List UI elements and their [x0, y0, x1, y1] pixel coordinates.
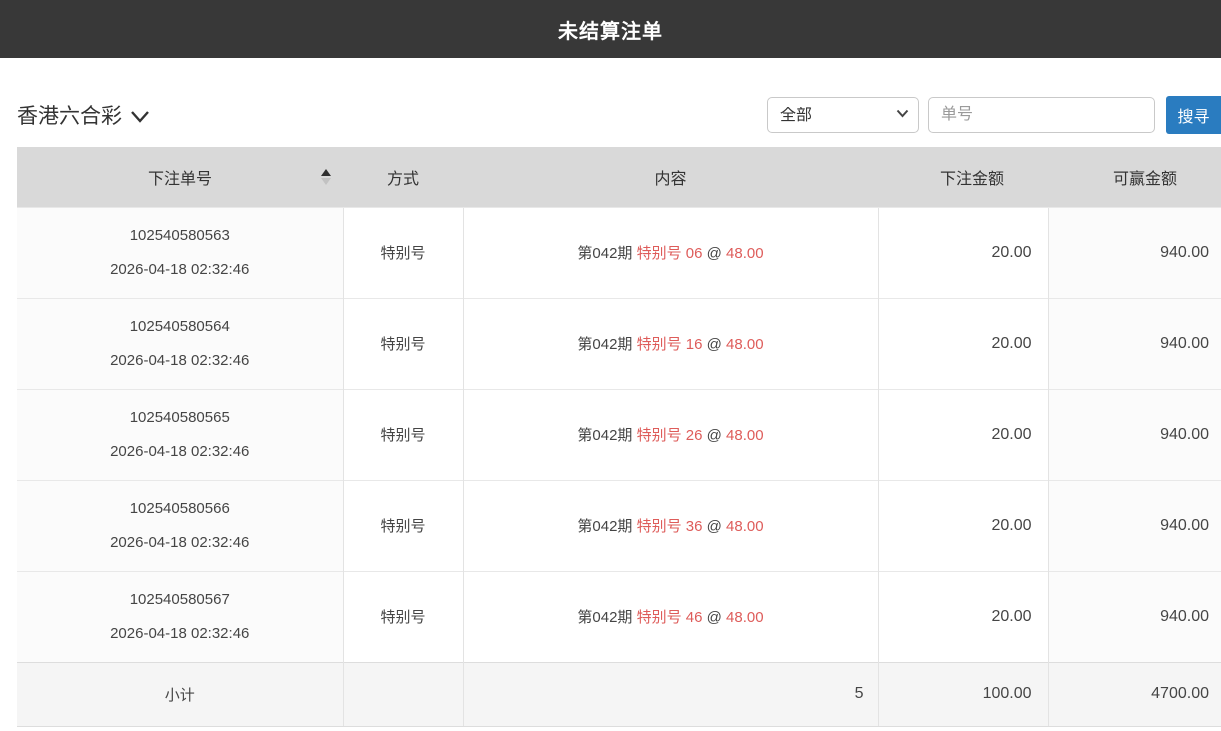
subtotal-row: 小计 5 100.00 4700.00 — [17, 661, 1221, 727]
order-number-input[interactable] — [928, 97, 1155, 133]
order-number: 102540580563 — [129, 226, 230, 244]
draw-period: 第042期 — [577, 336, 633, 353]
bet-amount: 20.00 — [877, 206, 1048, 298]
order-no-cell: 102540580567 2026-04-18 02:32:46 — [17, 570, 343, 662]
titlebar: 未结算注单 — [0, 0, 1221, 58]
order-no-cell: 102540580563 2026-04-18 02:32:46 — [17, 206, 343, 298]
win-amount: 940.00 — [1047, 297, 1221, 389]
order-number: 102540580567 — [129, 590, 230, 608]
bet-odds: 48.00 — [726, 609, 764, 626]
bet-pick: 特别号 16 — [636, 336, 703, 353]
subtotal-method-cell — [342, 661, 463, 727]
lottery-name: 香港六合彩 — [17, 105, 122, 128]
at-sign: @ — [706, 609, 722, 626]
draw-period: 第042期 — [577, 427, 633, 444]
order-number: 102540580564 — [129, 317, 230, 335]
order-no-cell: 102540580566 2026-04-18 02:32:46 — [17, 479, 343, 571]
bet-method: 特别号 — [342, 388, 463, 480]
type-filter-select[interactable]: 全部 — [767, 97, 919, 133]
bet-content: 第042期 特别号 36 @ 48.00 — [462, 479, 878, 571]
bet-timestamp: 2026-04-18 02:32:46 — [110, 442, 250, 460]
order-number: 102540580565 — [129, 408, 230, 426]
search-button[interactable]: 搜寻 — [1166, 96, 1221, 134]
column-header-bet-amount[interactable]: 下注金额 — [878, 147, 1048, 207]
bet-table-footer: 小计 5 100.00 4700.00 — [17, 661, 1221, 727]
column-header-win-amount[interactable]: 可赢金额 — [1048, 147, 1221, 207]
bet-method: 特别号 — [342, 206, 463, 298]
bet-row: 102540580567 2026-04-18 02:32:46 特别号 第04… — [17, 570, 1221, 662]
sort-icons — [321, 168, 331, 185]
sort-desc-icon — [321, 177, 331, 185]
column-header-method[interactable]: 方式 — [343, 147, 463, 207]
bet-row: 102540580563 2026-04-18 02:32:46 特别号 第04… — [17, 206, 1221, 298]
bet-amount: 20.00 — [877, 388, 1048, 480]
order-no-cell: 102540580564 2026-04-18 02:32:46 — [17, 297, 343, 389]
bet-content: 第042期 特别号 26 @ 48.00 — [462, 388, 878, 480]
bet-method: 特别号 — [342, 297, 463, 389]
bet-amount: 20.00 — [877, 479, 1048, 571]
bet-method: 特别号 — [342, 479, 463, 571]
bet-timestamp: 2026-04-18 02:32:46 — [110, 351, 250, 369]
subtotal-bet-amount: 100.00 — [877, 661, 1048, 727]
win-amount: 940.00 — [1047, 388, 1221, 480]
bet-amount: 20.00 — [877, 570, 1048, 662]
bet-timestamp: 2026-04-18 02:32:46 — [110, 624, 250, 642]
bet-row: 102540580566 2026-04-18 02:32:46 特别号 第04… — [17, 479, 1221, 571]
bet-amount: 20.00 — [877, 297, 1048, 389]
win-amount: 940.00 — [1047, 479, 1221, 571]
at-sign: @ — [706, 518, 722, 535]
draw-period: 第042期 — [577, 245, 633, 262]
bet-content: 第042期 特别号 46 @ 48.00 — [462, 570, 878, 662]
bet-content: 第042期 特别号 16 @ 48.00 — [462, 297, 878, 389]
column-header-order-no[interactable]: 下注单号 — [17, 147, 343, 207]
sort-asc-icon — [321, 168, 331, 176]
bet-odds: 48.00 — [726, 518, 764, 535]
order-no-cell: 102540580565 2026-04-18 02:32:46 — [17, 388, 343, 480]
draw-period: 第042期 — [577, 609, 633, 626]
win-amount: 940.00 — [1047, 206, 1221, 298]
win-amount: 940.00 — [1047, 570, 1221, 662]
subtotal-label: 小计 — [17, 661, 343, 727]
at-sign: @ — [706, 427, 722, 444]
bet-method: 特别号 — [342, 570, 463, 662]
order-number: 102540580566 — [129, 499, 230, 517]
bet-pick: 特别号 26 — [636, 427, 703, 444]
bet-odds: 48.00 — [726, 336, 764, 353]
toolbar: 香港六合彩 全部 搜寻 — [17, 96, 1221, 134]
bet-pick: 特别号 46 — [636, 609, 703, 626]
at-sign: @ — [706, 336, 722, 353]
chevron-down-icon — [131, 110, 149, 123]
bet-timestamp: 2026-04-18 02:32:46 — [110, 260, 250, 278]
column-header-content[interactable]: 内容 — [463, 147, 878, 207]
bet-content: 第042期 特别号 06 @ 48.00 — [462, 206, 878, 298]
bet-table-body: 102540580563 2026-04-18 02:32:46 特别号 第04… — [17, 206, 1221, 662]
bet-table: 下注单号 方式 内容 下注金额 可赢金额 102540580563 2026-0… — [17, 147, 1221, 727]
subtotal-bet-count: 5 — [462, 661, 878, 727]
lottery-selector[interactable]: 香港六合彩 — [17, 100, 150, 130]
bet-row: 102540580565 2026-04-18 02:32:46 特别号 第04… — [17, 388, 1221, 480]
at-sign: @ — [706, 245, 722, 262]
bet-timestamp: 2026-04-18 02:32:46 — [110, 533, 250, 551]
bet-row: 102540580564 2026-04-18 02:32:46 特别号 第04… — [17, 297, 1221, 389]
filter-controls: 全部 搜寻 — [767, 96, 1221, 134]
bet-pick: 特别号 36 — [636, 518, 703, 535]
page-title: 未结算注单 — [558, 20, 663, 43]
bet-pick: 特别号 06 — [636, 245, 703, 262]
bet-odds: 48.00 — [726, 427, 764, 444]
subtotal-win-amount: 4700.00 — [1047, 661, 1221, 727]
bet-odds: 48.00 — [726, 245, 764, 262]
bet-table-header: 下注单号 方式 内容 下注金额 可赢金额 — [17, 147, 1221, 207]
type-filter-wrap: 全部 — [767, 97, 919, 133]
draw-period: 第042期 — [577, 518, 633, 535]
column-header-order-no-label: 下注单号 — [147, 170, 212, 188]
